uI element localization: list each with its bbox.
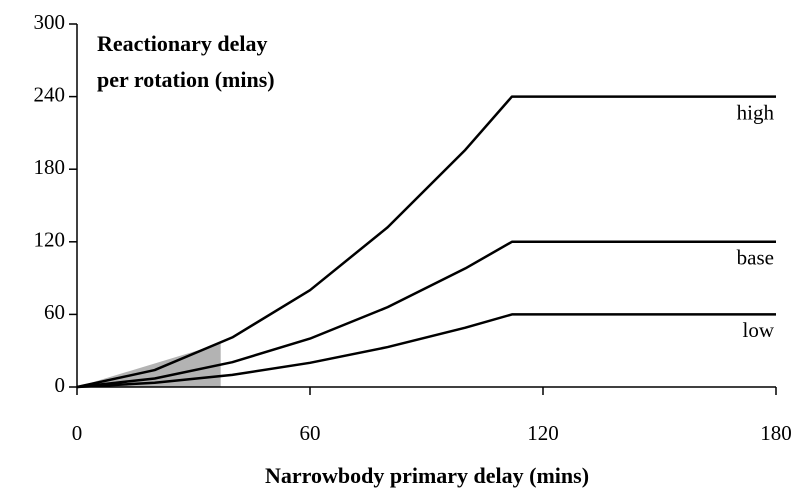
x-tick-label: 60 [300,421,321,445]
line-series [76,313,776,389]
y-axis-label: per rotation (mins) [97,67,275,92]
y-tick-label: 60 [44,300,65,324]
series-label: low [743,318,775,342]
x-tick-label: 120 [527,421,559,445]
highlight-region [77,343,221,387]
line-series [76,240,776,389]
line-series [76,95,776,389]
y-tick-label: 300 [34,10,66,34]
y-axis-label: Reactionary delay [97,31,267,56]
y-tick-label: 120 [34,228,66,252]
x-tick-label: 0 [72,421,83,445]
series-label: base [737,246,774,270]
x-axis-label: Narrowbody primary delay (mins) [265,463,589,488]
y-tick-label: 240 [34,82,66,106]
x-tick-label: 180 [760,421,792,445]
y-tick-label: 0 [55,373,66,397]
series-label: high [737,100,775,124]
y-tick-label: 180 [34,155,66,179]
